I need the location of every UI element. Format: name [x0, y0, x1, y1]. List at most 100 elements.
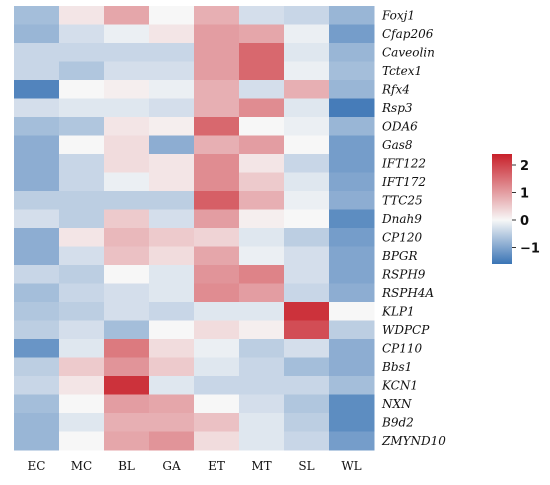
column-label-WL: WL: [341, 459, 361, 473]
heatmap-cell-Dnah9-MT: [239, 209, 285, 229]
heatmap-cell-IFT172-ET: [194, 172, 240, 192]
heatmap-cell-Rsp3-BL: [104, 98, 150, 118]
heatmap-cell-IFT172-EC: [14, 172, 60, 192]
row-label-BPGR: BPGR: [381, 249, 418, 263]
heatmap-cell-Gas8-MC: [59, 135, 105, 155]
row-label-Foxj1: Foxj1: [381, 8, 415, 22]
heatmap-cell-ZMYND10-ET: [194, 431, 240, 451]
heatmap-cell-Rfx4-WL: [329, 80, 375, 99]
heatmap-cell-Bbs1-BL: [104, 357, 150, 377]
heatmap-cell-CP120-WL: [329, 228, 375, 247]
column-label-GA: GA: [162, 459, 181, 473]
color-scale-ticks: 2 1 0 −1: [512, 159, 540, 257]
heatmap-cell-CP110-MC: [59, 339, 105, 358]
heatmap-cell-RSPH4A-MT: [239, 283, 285, 303]
heatmap-cell-IFT172-SL: [284, 172, 330, 192]
row-label-IFT172: IFT172: [381, 175, 426, 189]
heatmap-cell-Caveolin-EC: [14, 43, 60, 62]
heatmap-cell-Rfx4-MT: [239, 80, 285, 99]
heatmap-cell-IFT122-GA: [149, 154, 195, 173]
heatmap-cell-Rfx4-MC: [59, 80, 105, 99]
heatmap-cell-CP110-MT: [239, 339, 285, 358]
heatmap-cell-ODA6-EC: [14, 117, 60, 136]
heatmap-cell-KCN1-BL: [104, 376, 150, 395]
heatmap-cell-Rsp3-MT: [239, 98, 285, 118]
heatmap-cell-IFT122-EC: [14, 154, 60, 173]
heatmap-cell-WDPCP-BL: [104, 320, 150, 340]
column-label-ET: ET: [208, 459, 225, 473]
heatmap-cell-ZMYND10-MC: [59, 431, 105, 451]
heatmap-cell-KCN1-MT: [239, 376, 285, 395]
heatmap-cell-ODA6-MC: [59, 117, 105, 136]
heatmap-cell-Tctex1-ET: [194, 61, 240, 81]
heatmap-cell-ZMYND10-BL: [104, 431, 150, 451]
heatmap-cell-Tctex1-SL: [284, 61, 330, 81]
heatmap-cell-Cfap206-BL: [104, 24, 150, 44]
heatmap-cell-KCN1-WL: [329, 376, 375, 395]
heatmap-cell-Gas8-EC: [14, 135, 60, 155]
heatmap-cell-CP120-SL: [284, 228, 330, 247]
heatmap-cell-Cfap206-MC: [59, 24, 105, 44]
heatmap-cell-Tctex1-GA: [149, 61, 195, 81]
heatmap-cell-Tctex1-MT: [239, 61, 285, 81]
heatmap-cell-TTC25-WL: [329, 191, 375, 210]
heatmap-cell-IFT122-MT: [239, 154, 285, 173]
heatmap-cell-CP110-BL: [104, 339, 150, 358]
row-label-Dnah9: Dnah9: [381, 212, 422, 226]
heatmap-cell-Foxj1-GA: [149, 6, 195, 25]
color-scale-bar: [492, 154, 512, 264]
column-label-MC: MC: [71, 459, 92, 473]
heatmap-cell-IFT172-MT: [239, 172, 285, 192]
heatmap-cell-RSPH9-ET: [194, 265, 240, 284]
heatmap-cell-TTC25-SL: [284, 191, 330, 210]
column-label-BL: BL: [118, 459, 135, 473]
heatmap-cell-ODA6-ET: [194, 117, 240, 136]
heatmap-cell-Dnah9-GA: [149, 209, 195, 229]
heatmap-cell-ODA6-SL: [284, 117, 330, 136]
row-label-Caveolin: Caveolin: [382, 45, 435, 59]
heatmap-cell-TTC25-EC: [14, 191, 60, 210]
heatmap-cell-KLP1-EC: [14, 302, 60, 321]
color-scale-tick-label: 2: [520, 159, 529, 174]
heatmap-cell-Rsp3-MC: [59, 98, 105, 118]
heatmap-cell-BPGR-MC: [59, 246, 105, 266]
heatmap-cell-KCN1-ET: [194, 376, 240, 395]
color-scale-legend: 2 1 0 −1: [492, 154, 540, 264]
heatmap-cell-Dnah9-ET: [194, 209, 240, 229]
row-label-CP110: CP110: [382, 341, 423, 355]
heatmap-cell-WDPCP-WL: [329, 320, 375, 340]
heatmap-cell-CP110-SL: [284, 339, 330, 358]
heatmap-cell-ODA6-GA: [149, 117, 195, 136]
row-label-IFT122: IFT122: [381, 156, 426, 170]
heatmap-cell-WDPCP-EC: [14, 320, 60, 340]
heatmap-cell-WDPCP-MT: [239, 320, 285, 340]
column-labels: EC MC BL GA ET MT SL WL: [28, 459, 362, 473]
heatmap-cell-RSPH9-EC: [14, 265, 60, 284]
heatmap-cell-Dnah9-BL: [104, 209, 150, 229]
heatmap-cell-Caveolin-ET: [194, 43, 240, 62]
heatmap-cell-Dnah9-WL: [329, 209, 375, 229]
heatmap-cell-NXN-ET: [194, 394, 240, 414]
heatmap-cell-RSPH4A-EC: [14, 283, 60, 303]
heatmap-cell-ZMYND10-WL: [329, 431, 375, 451]
heatmap-cell-Caveolin-MT: [239, 43, 285, 62]
heatmap-cell-TTC25-MC: [59, 191, 105, 210]
heatmap-cell-RSPH9-MT: [239, 265, 285, 284]
heatmap-cell-TTC25-BL: [104, 191, 150, 210]
heatmap-cell-BPGR-WL: [329, 246, 375, 266]
heatmap-cell-KLP1-BL: [104, 302, 150, 321]
heatmap-cell-CP110-ET: [194, 339, 240, 358]
heatmap-cell-Gas8-MT: [239, 135, 285, 155]
heatmap-cell-RSPH4A-ET: [194, 283, 240, 303]
heatmap-cell-Rsp3-ET: [194, 98, 240, 118]
heatmap-cell-Cfap206-EC: [14, 24, 60, 44]
heatmap-cell-ODA6-WL: [329, 117, 375, 136]
row-label-RSPH9: RSPH9: [381, 267, 426, 281]
heatmap-cell-B9d2-MT: [239, 413, 285, 432]
row-label-Cfap206: Cfap206: [382, 27, 434, 41]
heatmap-cell-B9d2-MC: [59, 413, 105, 432]
heatmap-cells: [14, 6, 375, 451]
heatmap-cell-BPGR-BL: [104, 246, 150, 266]
heatmap-cell-NXN-MC: [59, 394, 105, 414]
heatmap-cell-Dnah9-MC: [59, 209, 105, 229]
